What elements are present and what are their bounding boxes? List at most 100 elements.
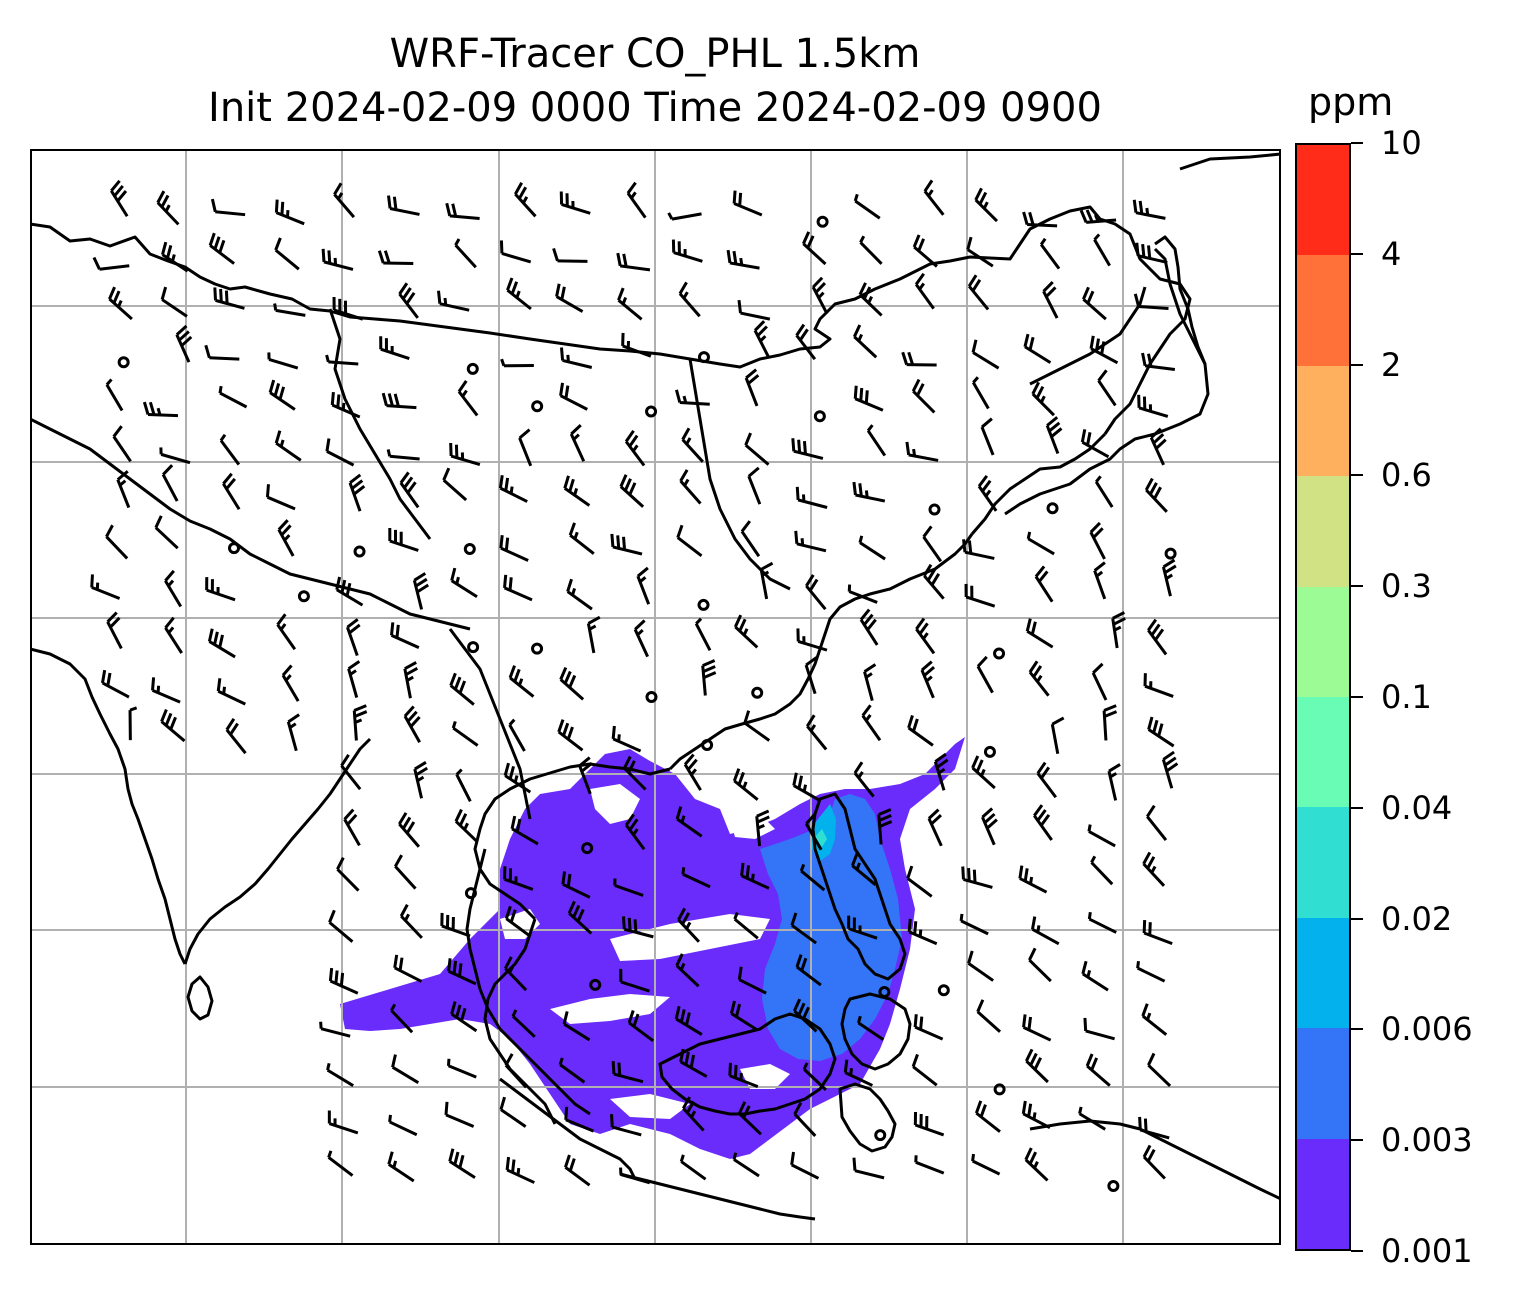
wind-barb — [1097, 369, 1117, 407]
wind-barb — [205, 577, 236, 602]
wind-barb — [907, 918, 938, 946]
wind-barb — [619, 474, 645, 508]
wind-barb — [744, 432, 770, 466]
wind-barb — [508, 665, 535, 698]
wind-barb — [850, 853, 877, 886]
colorbar-tick — [1351, 1028, 1363, 1031]
wind-barb — [621, 916, 654, 939]
calm-wind-circle — [464, 887, 477, 900]
tracer-plume-region — [590, 784, 640, 824]
wind-barb — [976, 655, 994, 694]
wind-barb — [795, 323, 817, 361]
wind-barb — [564, 1154, 591, 1187]
wind-barb — [446, 1058, 477, 1079]
wind-barb — [1091, 662, 1108, 701]
wind-barb — [276, 613, 297, 651]
wind-barb — [1087, 911, 1117, 934]
wind-barb — [448, 1148, 476, 1179]
wind-barb — [1082, 286, 1107, 321]
tracer-plume-region — [815, 829, 827, 847]
wind-barb — [399, 471, 420, 509]
wind-barb — [225, 718, 247, 755]
wind-barb — [967, 950, 994, 982]
wind-barb — [557, 719, 584, 752]
border-south-asia — [30, 417, 471, 631]
wind-barb — [914, 272, 935, 310]
wind-barb — [980, 417, 995, 456]
wind-barb — [1161, 558, 1177, 597]
coast-india-east — [183, 737, 372, 965]
calm-wind-circle — [1046, 502, 1059, 515]
wind-barb — [164, 616, 183, 654]
wind-barb — [806, 714, 828, 751]
wind-barb — [1030, 916, 1060, 946]
coast-sulawesi — [838, 1082, 897, 1153]
wind-barb — [1102, 704, 1118, 741]
wind-barb — [859, 235, 883, 265]
wind-barb — [112, 425, 132, 463]
wind-barb — [379, 336, 410, 360]
wind-barb — [794, 530, 827, 553]
wind-barb — [1050, 716, 1065, 755]
wind-barb — [732, 190, 763, 217]
wind-barb — [966, 236, 994, 268]
wind-barb — [449, 672, 475, 706]
calm-wind-circle — [463, 543, 476, 556]
wind-barb — [922, 525, 943, 563]
wind-barb — [213, 287, 245, 310]
calm-wind-circle — [983, 745, 996, 758]
wind-barb — [861, 704, 882, 742]
wind-barb — [857, 1015, 885, 1041]
wind-barb — [440, 912, 471, 938]
wind-barb — [1137, 394, 1169, 418]
wind-barb — [267, 352, 299, 370]
wind-barb — [694, 617, 712, 652]
colorbar-tick — [1351, 696, 1363, 698]
wind-barb — [1142, 1144, 1166, 1180]
wind-barb — [447, 958, 477, 986]
wind-barb — [381, 392, 417, 410]
map-title-line-1: WRF-Tracer CO_PHL 1.5km — [389, 31, 921, 77]
wind-barb — [611, 725, 642, 753]
wind-barb — [1079, 209, 1117, 224]
wind-barb — [387, 1151, 415, 1183]
wind-barb — [566, 578, 593, 611]
wind-barb — [1161, 750, 1179, 789]
wind-barb — [218, 385, 248, 409]
wind-barb — [1026, 531, 1055, 556]
wind-barb — [1039, 237, 1061, 270]
wind-barb — [793, 998, 818, 1033]
wind-barb — [511, 1009, 536, 1038]
wind-barb — [853, 385, 884, 412]
wind-barb — [151, 677, 181, 704]
wind-barb — [927, 808, 943, 847]
wind-barb — [795, 486, 828, 509]
wind-barb — [625, 813, 646, 851]
wind-barb — [619, 968, 650, 993]
wind-barb — [701, 659, 717, 696]
wind-barb — [332, 296, 364, 321]
wind-barb — [1147, 618, 1168, 656]
wind-barb — [578, 756, 593, 795]
coast-new-guinea — [1029, 1119, 1281, 1201]
wind-barb — [733, 912, 759, 940]
wind-barb — [811, 276, 829, 315]
calm-wind-circle — [697, 351, 710, 364]
wind-barb — [971, 376, 990, 410]
calm-wind-circle — [1107, 1179, 1120, 1192]
wind-barb — [923, 179, 945, 216]
wind-barb — [510, 815, 539, 846]
wind-barb — [804, 656, 818, 695]
wind-barb — [398, 282, 419, 319]
wind-barb — [974, 187, 999, 223]
wind-barb — [390, 1003, 414, 1034]
wind-barb — [92, 256, 130, 271]
wind-barb — [161, 241, 189, 273]
wind-barb — [281, 664, 300, 702]
wind-barb — [503, 956, 528, 992]
wind-barb — [623, 755, 647, 791]
wind-barb — [1045, 416, 1063, 455]
wind-barb — [1036, 761, 1058, 799]
wind-barb — [962, 539, 995, 560]
wind-barb — [1025, 1048, 1049, 1084]
